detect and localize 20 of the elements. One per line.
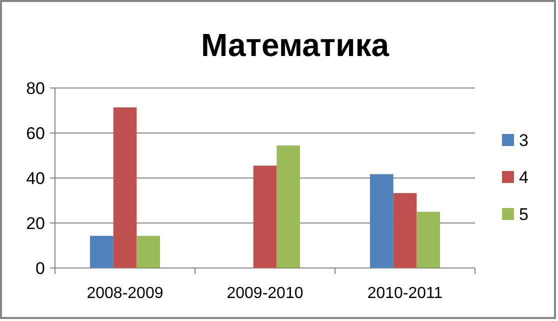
bar: [253, 166, 277, 268]
x-tick-label: 2008-2009: [86, 285, 164, 302]
bar: [90, 236, 114, 268]
legend-label: 3: [519, 130, 528, 150]
y-tick-label: 80: [26, 78, 45, 98]
bar: [393, 193, 417, 268]
chart-title: Математика: [200, 27, 390, 63]
bar: [276, 145, 300, 268]
bar: [416, 212, 440, 268]
bar: [136, 236, 160, 268]
y-tick-label: 20: [26, 214, 45, 233]
x-tick-label: 2009-2010: [226, 285, 304, 302]
legend-label: 4: [519, 168, 528, 187]
x-tick-label: 2010-2011: [367, 285, 443, 302]
y-tick-label: 40: [26, 168, 45, 188]
y-tick-label: 60: [26, 124, 45, 143]
y-tick-label: 0: [36, 258, 45, 278]
legend-label: 5: [519, 204, 528, 224]
bar: [113, 107, 137, 268]
bar: [370, 174, 394, 268]
